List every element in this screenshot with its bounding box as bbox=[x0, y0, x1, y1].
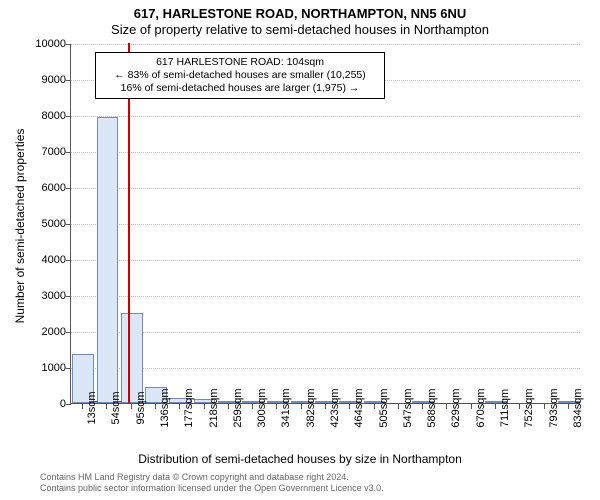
x-tick-label: 505sqm bbox=[378, 388, 390, 427]
x-tick-label: 218sqm bbox=[208, 388, 220, 427]
x-axis-label: Distribution of semi-detached houses by … bbox=[0, 452, 600, 466]
x-tick-label: 54sqm bbox=[110, 391, 122, 424]
y-tick-label: 10000 bbox=[30, 38, 66, 50]
histogram-bar bbox=[97, 117, 119, 403]
annotation-line: 617 HARLESTONE ROAD: 104sqm bbox=[102, 56, 378, 69]
y-tick-label: 1000 bbox=[30, 362, 66, 374]
y-tick-mark bbox=[66, 152, 71, 153]
gridline bbox=[71, 44, 580, 45]
x-tick-mark bbox=[422, 404, 423, 409]
y-tick-label: 7000 bbox=[30, 146, 66, 158]
x-tick-label: 464sqm bbox=[353, 388, 365, 427]
y-tick-label: 3000 bbox=[30, 290, 66, 302]
x-tick-label: 834sqm bbox=[572, 388, 584, 427]
y-tick-label: 4000 bbox=[30, 254, 66, 266]
x-tick-mark bbox=[471, 404, 472, 409]
gridline bbox=[71, 224, 580, 225]
gridline bbox=[71, 260, 580, 261]
x-tick-label: 752sqm bbox=[523, 388, 535, 427]
histogram-bar bbox=[121, 313, 143, 403]
x-tick-mark bbox=[155, 404, 156, 409]
x-tick-mark bbox=[179, 404, 180, 409]
chart-title: 617, HARLESTONE ROAD, NORTHAMPTON, NN5 6… bbox=[0, 6, 600, 21]
x-tick-mark bbox=[519, 404, 520, 409]
y-tick-mark bbox=[66, 296, 71, 297]
x-tick-label: 629sqm bbox=[450, 388, 462, 427]
x-tick-mark bbox=[398, 404, 399, 409]
x-tick-mark bbox=[446, 404, 447, 409]
y-tick-mark bbox=[66, 44, 71, 45]
x-tick-label: 588sqm bbox=[426, 388, 438, 427]
x-tick-mark bbox=[204, 404, 205, 409]
x-tick-label: 136sqm bbox=[159, 388, 171, 427]
y-tick-mark bbox=[66, 80, 71, 81]
y-tick-mark bbox=[66, 116, 71, 117]
x-tick-label: 711sqm bbox=[499, 389, 511, 427]
y-axis-label-container: Number of semi-detached properties bbox=[10, 44, 24, 404]
annotation-line: 16% of semi-detached houses are larger (… bbox=[102, 82, 378, 95]
x-tick-mark bbox=[252, 404, 253, 409]
x-tick-mark bbox=[82, 404, 83, 409]
y-tick-label: 6000 bbox=[30, 182, 66, 194]
y-tick-label: 2000 bbox=[30, 326, 66, 338]
y-tick-label: 5000 bbox=[30, 218, 66, 230]
x-tick-label: 259sqm bbox=[232, 388, 244, 427]
x-tick-label: 670sqm bbox=[475, 388, 487, 427]
x-tick-mark bbox=[374, 404, 375, 409]
gridline bbox=[71, 332, 580, 333]
chart-subtitle: Size of property relative to semi-detach… bbox=[0, 22, 600, 37]
y-tick-label: 8000 bbox=[30, 110, 66, 122]
x-tick-mark bbox=[568, 404, 569, 409]
x-tick-label: 547sqm bbox=[402, 388, 414, 427]
chart-page: 617, HARLESTONE ROAD, NORTHAMPTON, NN5 6… bbox=[0, 0, 600, 500]
x-tick-label: 95sqm bbox=[135, 391, 147, 424]
x-tick-label: 423sqm bbox=[329, 388, 341, 427]
y-tick-mark bbox=[66, 368, 71, 369]
x-tick-label: 793sqm bbox=[548, 388, 560, 427]
y-tick-label: 0 bbox=[30, 398, 66, 410]
x-tick-label: 382sqm bbox=[305, 388, 317, 427]
annotation-line: ← 83% of semi-detached houses are smalle… bbox=[102, 69, 378, 82]
y-tick-mark bbox=[66, 224, 71, 225]
y-tick-mark bbox=[66, 188, 71, 189]
x-tick-label: 300sqm bbox=[256, 388, 268, 427]
x-tick-mark bbox=[301, 404, 302, 409]
gridline bbox=[71, 188, 580, 189]
y-axis-label: Number of semi-detached properties bbox=[13, 56, 27, 396]
x-tick-mark bbox=[106, 404, 107, 409]
annotation-box: 617 HARLESTONE ROAD: 104sqm← 83% of semi… bbox=[95, 52, 385, 99]
x-tick-mark bbox=[544, 404, 545, 409]
x-tick-label: 177sqm bbox=[183, 388, 195, 427]
gridline bbox=[71, 116, 580, 117]
x-tick-label: 13sqm bbox=[86, 391, 98, 424]
footnote-line1: Contains HM Land Registry data © Crown c… bbox=[40, 472, 349, 482]
x-tick-label: 341sqm bbox=[280, 388, 292, 427]
y-tick-mark bbox=[66, 332, 71, 333]
footnote: Contains HM Land Registry data © Crown c… bbox=[40, 472, 384, 494]
x-tick-mark bbox=[131, 404, 132, 409]
x-tick-mark bbox=[228, 404, 229, 409]
footnote-line2: Contains public sector information licen… bbox=[40, 483, 384, 493]
x-tick-mark bbox=[349, 404, 350, 409]
x-tick-mark bbox=[495, 404, 496, 409]
y-tick-label: 9000 bbox=[30, 74, 66, 86]
gridline bbox=[71, 152, 580, 153]
x-tick-mark bbox=[276, 404, 277, 409]
y-tick-mark bbox=[66, 260, 71, 261]
gridline bbox=[71, 368, 580, 369]
gridline bbox=[71, 296, 580, 297]
x-tick-mark bbox=[325, 404, 326, 409]
